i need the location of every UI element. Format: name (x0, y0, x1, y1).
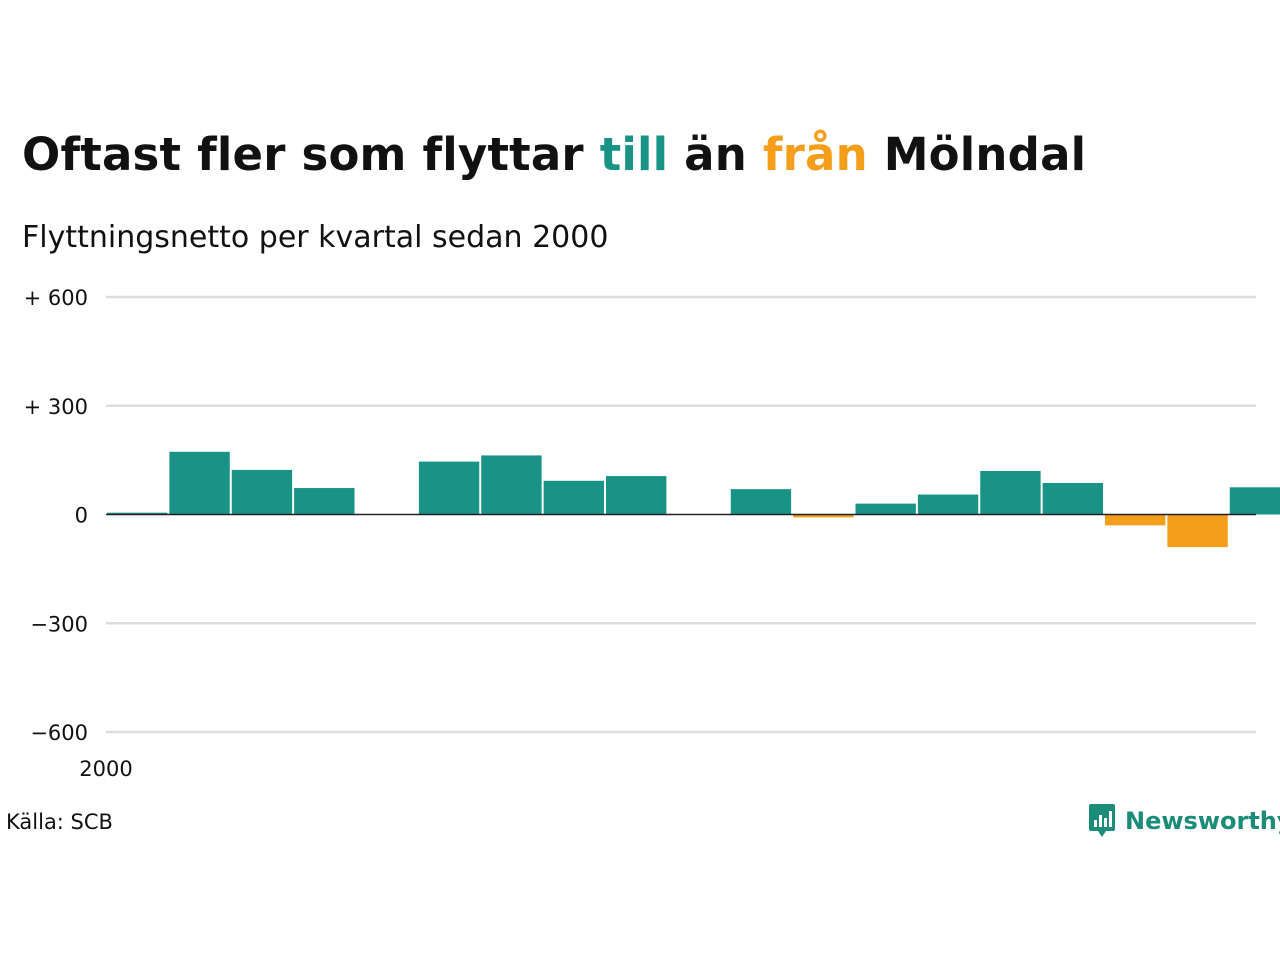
bar-2001-Q4 (543, 480, 605, 515)
bar-2001-Q2 (418, 461, 480, 515)
bar-2003-Q1 (855, 503, 916, 515)
bar-2004-Q3 (1229, 487, 1280, 515)
bar-2000-Q2 (169, 451, 230, 515)
title-fran: från (762, 128, 868, 181)
bar-2003-Q3 (980, 471, 1041, 515)
y-tick-label: −600 (30, 721, 88, 745)
title-part-3: Mölndal (867, 128, 1087, 181)
title-part-1: Oftast fler som flyttar (22, 128, 600, 181)
bar-2000-Q3 (231, 469, 293, 515)
title-till: till (599, 128, 669, 181)
bar-2002-Q3 (730, 489, 792, 515)
newsworthy-logo[interactable]: Newsworthy (1087, 803, 1280, 839)
y-tick-label: 0 (75, 504, 88, 528)
x-tick-label: 2000 (79, 757, 132, 781)
bar-2004-Q1 (1105, 514, 1166, 526)
bar-2003-Q4 (1042, 482, 1104, 515)
y-tick-label: + 300 (24, 395, 88, 419)
title-part-2: än (668, 128, 763, 181)
bars (107, 451, 1280, 548)
bar-2003-Q2 (917, 494, 979, 515)
bar-2000-Q4 (294, 488, 355, 515)
y-tick-label: −300 (30, 612, 88, 636)
chart-subtitle: Flyttningsnetto per kvartal sedan 2000 (22, 220, 609, 255)
bar-2001-Q3 (481, 455, 542, 515)
bar-2004-Q2 (1167, 514, 1228, 548)
bar-2000-Q1 (107, 512, 168, 515)
source-note: Källa: SCB (6, 810, 113, 834)
bar-2002-Q4 (793, 514, 854, 518)
bar-2002-Q1 (606, 476, 667, 515)
grid-lines (106, 295, 1256, 734)
y-tick-label: + 600 (24, 286, 88, 310)
chart-title: Oftast fler som flyttar till än från Möl… (22, 128, 1086, 181)
chart-bubble-icon (1089, 804, 1115, 837)
brand-name: Newsworthy (1125, 807, 1280, 835)
